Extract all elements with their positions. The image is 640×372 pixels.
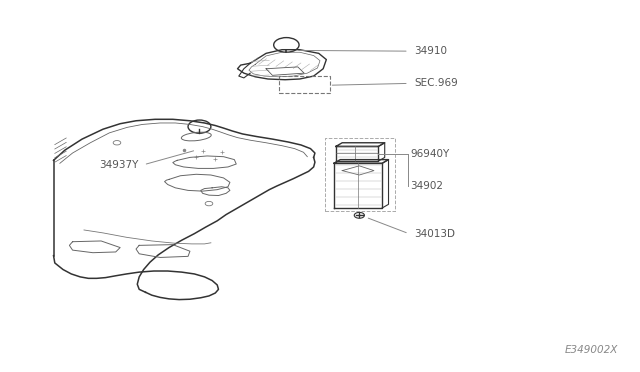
Text: E349002X: E349002X	[565, 344, 618, 355]
Text: SEC.969: SEC.969	[414, 78, 458, 89]
Text: 34902: 34902	[410, 181, 443, 191]
Text: 34910: 34910	[414, 46, 447, 56]
Text: 34937Y: 34937Y	[99, 160, 138, 170]
Text: 34013D: 34013D	[414, 229, 455, 238]
Text: 96940Y: 96940Y	[410, 149, 449, 159]
